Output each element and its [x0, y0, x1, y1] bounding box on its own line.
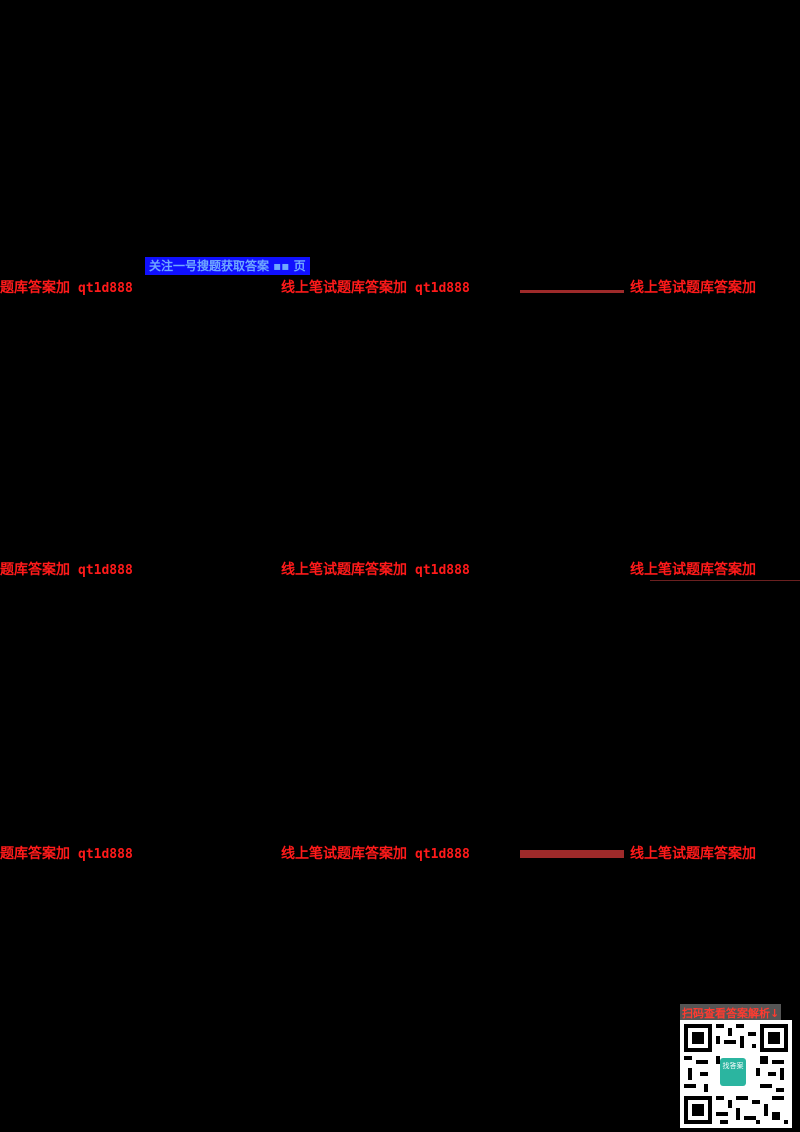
qr-caption: 扫码查看答案解析↓: [680, 1004, 782, 1022]
watermark-row2-middle: 线上笔试题库答案加 qt1d888: [281, 561, 470, 580]
watermark-code: qt1d888: [415, 281, 470, 296]
watermark-code: qt1d888: [415, 563, 470, 578]
watermark-row1-middle: 线上笔试题库答案加 qt1d888: [281, 279, 470, 298]
watermark-code: qt1d888: [78, 847, 133, 862]
watermark-code: qt1d888: [415, 847, 470, 862]
qr-code[interactable]: 找答案: [680, 1020, 792, 1128]
header-label: 关注一号搜题获取答案 ▪▪ 页: [145, 257, 310, 275]
watermark-text: 题库答案加: [0, 846, 70, 862]
watermark-row3-left: 题库答案加 qt1d888: [0, 845, 133, 864]
qr-logo: 找答案: [720, 1058, 746, 1086]
watermark-text: 线上笔试题库答案加: [281, 562, 407, 578]
watermark-text: 线上笔试题库答案加: [630, 562, 756, 578]
watermark-row2-left: 题库答案加 qt1d888: [0, 561, 133, 580]
watermark-text: 线上笔试题库答案加: [630, 846, 756, 862]
divider-line: [650, 580, 800, 581]
divider-line: [520, 850, 624, 858]
qr-code-icon: [680, 1020, 792, 1128]
watermark-row3-right: 线上笔试题库答案加: [630, 845, 756, 863]
watermark-row2-right: 线上笔试题库答案加: [630, 561, 756, 579]
watermark-row3-middle: 线上笔试题库答案加 qt1d888: [281, 845, 470, 864]
watermark-text: 题库答案加: [0, 280, 70, 296]
divider-line: [520, 290, 624, 293]
watermark-code: qt1d888: [78, 563, 133, 578]
watermark-row1-left: 题库答案加 qt1d888: [0, 279, 133, 298]
watermark-text: 线上笔试题库答案加: [281, 846, 407, 862]
watermark-text: 题库答案加: [0, 562, 70, 578]
watermark-text: 线上笔试题库答案加: [281, 280, 407, 296]
watermark-text: 线上笔试题库答案加: [630, 280, 756, 296]
watermark-row1-right: 线上笔试题库答案加: [630, 279, 756, 297]
watermark-code: qt1d888: [78, 281, 133, 296]
